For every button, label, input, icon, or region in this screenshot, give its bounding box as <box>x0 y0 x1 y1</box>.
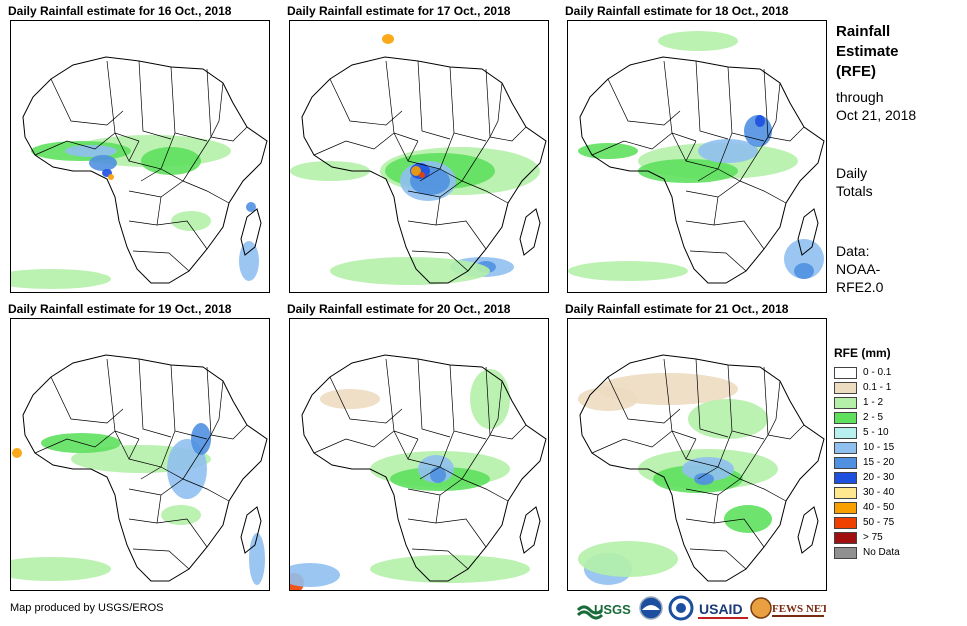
legend-label: 20 - 30 <box>863 472 895 483</box>
legend-item: 1 - 2 <box>834 395 954 410</box>
fewsnet-logo: FEWS NET <box>750 597 826 619</box>
rainfall-map <box>10 318 270 591</box>
sidebar-daily-totals: Daily Totals <box>836 165 873 199</box>
panel-title: Daily Rainfall estimate for 20 Oct., 201… <box>287 302 511 316</box>
legend-item: 30 - 40 <box>834 485 954 500</box>
legend-swatch <box>834 456 857 469</box>
map-panel-4: Daily Rainfall estimate for 19 Oct., 201… <box>8 302 270 592</box>
panel-title: Daily Rainfall estimate for 18 Oct., 201… <box>565 4 789 18</box>
legend-label: 0.1 - 1 <box>863 382 892 393</box>
legend-swatch <box>834 426 857 439</box>
map-credit: Map produced by USGS/EROS <box>10 602 164 614</box>
legend-title: RFE (mm) <box>834 346 891 360</box>
africa-map <box>11 354 268 585</box>
legend-item: 40 - 50 <box>834 500 954 515</box>
africa-map <box>568 31 825 284</box>
map-panel-2: Daily Rainfall estimate for 17 Oct., 201… <box>287 4 549 294</box>
legend-label: 50 - 75 <box>863 517 895 528</box>
legend-swatch <box>834 501 857 514</box>
legend-item: 10 - 15 <box>834 440 954 455</box>
africa-map <box>578 354 825 585</box>
legend-item: 5 - 10 <box>834 425 954 440</box>
rainfall-map <box>567 20 827 293</box>
rainfall-map <box>289 318 549 591</box>
legend-label: 40 - 50 <box>863 502 895 513</box>
partner-logos: USGS USAID FEWS NET <box>576 594 826 622</box>
map-panel-3: Daily Rainfall estimate for 18 Oct., 201… <box>565 4 827 294</box>
legend-label: No Data <box>863 547 900 558</box>
svg-text:FEWS NET: FEWS NET <box>772 603 826 615</box>
legend-item: 20 - 30 <box>834 470 954 485</box>
legend-swatch <box>834 441 857 454</box>
usaid-logo: USAID <box>698 598 748 619</box>
legend-label: 1 - 2 <box>863 397 884 408</box>
legend-label: 10 - 15 <box>863 442 895 453</box>
legend-swatch <box>834 486 857 499</box>
africa-map <box>290 34 547 285</box>
legend-item: 50 - 75 <box>834 515 954 530</box>
legend-swatch <box>834 546 857 559</box>
legend-swatch <box>834 411 857 424</box>
panel-title: Daily Rainfall estimate for 19 Oct., 201… <box>8 302 232 316</box>
panel-title: Daily Rainfall estimate for 17 Oct., 201… <box>287 4 511 18</box>
legend-label: 0 - 0.1 <box>863 367 892 378</box>
rainfall-map <box>289 20 549 293</box>
legend-swatch <box>834 516 857 529</box>
legend-item: No Data <box>834 545 954 560</box>
legend-label: 2 - 5 <box>863 412 884 423</box>
sidebar-through-date: through Oct 21, 2018 <box>836 89 917 123</box>
legend-swatch <box>834 531 857 544</box>
sidebar-title: Rainfall Estimate (RFE) <box>836 23 899 80</box>
panel-title: Daily Rainfall estimate for 21 Oct., 201… <box>565 302 789 316</box>
svg-text:USAID: USAID <box>699 601 743 617</box>
noaa-logo <box>639 596 663 620</box>
legend-item: 15 - 20 <box>834 455 954 470</box>
legend: RFE (mm) 0 - 0.1 0.1 - 1 1 - 2 2 - 5 5 - 10 1… <box>834 346 954 560</box>
usgs-logo: USGS <box>576 602 631 620</box>
map-panel-1: Daily Rainfall estimate for 16 Oct., 201… <box>8 4 270 294</box>
legend-swatch <box>834 366 857 379</box>
legend-item: 0 - 0.1 <box>834 365 954 380</box>
africa-map <box>11 56 268 289</box>
legend-label: > 75 <box>863 532 883 543</box>
map-panel-5: Daily Rainfall estimate for 20 Oct., 201… <box>287 302 549 592</box>
sidebar-data-source: Data: NOAA- RFE2.0 <box>836 243 884 295</box>
legend-item: 2 - 5 <box>834 410 954 425</box>
nasa-logo <box>668 595 694 621</box>
svg-text:USGS: USGS <box>594 602 631 617</box>
panel-title: Daily Rainfall estimate for 16 Oct., 201… <box>8 4 232 18</box>
legend-label: 15 - 20 <box>863 457 895 468</box>
legend-swatch <box>834 396 857 409</box>
africa-map <box>290 354 547 590</box>
legend-label: 5 - 10 <box>863 427 889 438</box>
legend-item: > 75 <box>834 530 954 545</box>
legend-item: 0.1 - 1 <box>834 380 954 395</box>
rainfall-map <box>567 318 827 591</box>
legend-swatch <box>834 381 857 394</box>
map-panel-6: Daily Rainfall estimate for 21 Oct., 201… <box>565 302 827 592</box>
rainfall-map <box>10 20 270 293</box>
legend-swatch <box>834 471 857 484</box>
legend-label: 30 - 40 <box>863 487 895 498</box>
